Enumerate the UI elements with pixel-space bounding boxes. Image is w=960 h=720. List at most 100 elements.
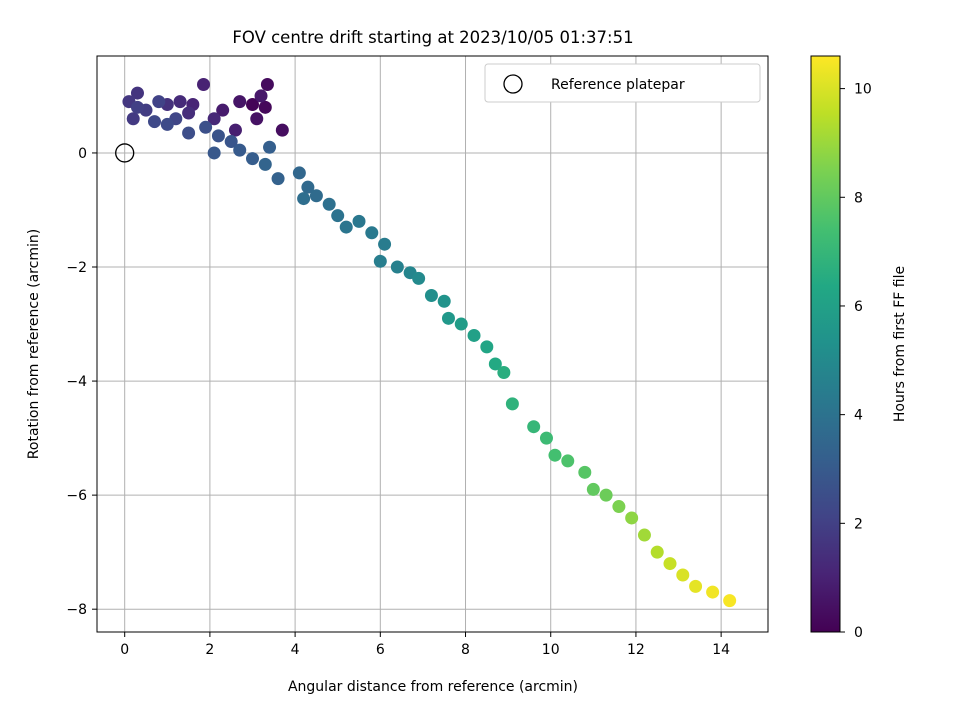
x-tick-label: 2 [205, 642, 214, 658]
data-point [207, 146, 221, 160]
data-point [297, 192, 311, 206]
data-point [301, 180, 315, 194]
data-point [689, 579, 703, 593]
data-point [548, 448, 562, 462]
y-tick-label: −2 [66, 260, 87, 276]
data-point [497, 366, 511, 380]
data-point [599, 488, 613, 502]
data-point [199, 120, 213, 134]
data-point [292, 166, 306, 180]
data-point [637, 528, 651, 542]
data-point [126, 112, 140, 126]
data-point [233, 143, 247, 157]
legend-marker-icon [503, 74, 523, 94]
data-point [216, 103, 230, 117]
data-point [676, 568, 690, 582]
data-point [309, 189, 323, 203]
plot-area [97, 56, 768, 632]
reference-point-marker [115, 143, 135, 163]
x-axis-ticks: 0 2 4 6 8 10 12 14 [120, 632, 730, 658]
data-point [246, 97, 260, 111]
colorbar-tick-label: 8 [854, 190, 863, 206]
colorbar-tick-label: 2 [854, 516, 863, 532]
y-tick-label: 0 [78, 146, 87, 162]
data-point [224, 135, 238, 149]
data-point [152, 95, 166, 109]
data-point [663, 557, 677, 571]
legend: Reference platepar [484, 63, 761, 103]
colorbar-tick-label: 10 [854, 82, 872, 98]
data-point [612, 500, 626, 514]
data-point [373, 254, 387, 268]
data-point [258, 100, 272, 114]
data-point [706, 585, 720, 599]
data-point [254, 89, 268, 103]
data-point [424, 289, 438, 303]
data-point [441, 311, 455, 325]
data-point [130, 86, 144, 100]
data-point [130, 100, 144, 114]
data-point [322, 197, 336, 211]
y-tick-label: −8 [66, 602, 87, 618]
x-axis-label: Angular distance from reference (arcmin) [288, 679, 578, 695]
data-point [339, 220, 353, 234]
data-point [258, 157, 272, 171]
y-axis-label: Rotation from reference (arcmin) [26, 229, 42, 459]
data-point [207, 112, 221, 126]
data-point [539, 431, 553, 445]
data-point [352, 214, 366, 228]
data-point [365, 226, 379, 240]
data-point [246, 152, 260, 166]
data-point [233, 95, 247, 109]
data-point [160, 117, 174, 131]
data-point [250, 112, 264, 126]
colorbar-ticks: 0 2 4 6 8 10 [840, 82, 872, 641]
data-point [723, 594, 737, 608]
colorbar-tick-label: 0 [854, 625, 863, 641]
legend-entry-reference-platepar: Reference platepar [551, 77, 685, 93]
data-point [505, 397, 519, 411]
data-point [263, 140, 277, 154]
data-point [650, 545, 664, 559]
data-point [488, 357, 502, 371]
data-point [173, 95, 187, 109]
colorbar-label: Hours from first FF file [892, 266, 908, 422]
data-point [182, 126, 196, 140]
data-point [390, 260, 404, 274]
x-tick-label: 8 [461, 642, 470, 658]
data-point [228, 123, 242, 137]
colorbar-tick-label: 4 [854, 408, 863, 424]
y-tick-label: −4 [66, 374, 87, 390]
x-tick-label: 14 [712, 642, 730, 658]
data-point [561, 454, 575, 468]
data-point [148, 115, 162, 129]
data-point [271, 172, 285, 186]
data-point [211, 129, 225, 143]
data-point [527, 420, 541, 434]
x-tick-label: 6 [376, 642, 385, 658]
data-point [467, 328, 481, 342]
data-point [275, 123, 289, 137]
data-point [412, 271, 426, 285]
data-point [625, 511, 639, 525]
x-tick-label: 0 [120, 642, 129, 658]
plot-frame [96, 55, 769, 633]
data-point [437, 294, 451, 308]
y-tick-label: −6 [66, 488, 87, 504]
data-point [182, 106, 196, 120]
data-point [260, 78, 274, 92]
colorbar-gradient [810, 55, 841, 633]
data-point [586, 482, 600, 496]
data-point [454, 317, 468, 331]
data-points [122, 78, 737, 608]
y-axis-ticks: 0 −2 −4 −6 −8 [66, 146, 97, 618]
legend-box [484, 63, 761, 103]
colorbar: 0 2 4 6 8 10 Hours from first FF file [810, 55, 908, 641]
x-tick-label: 4 [291, 642, 300, 658]
x-tick-label: 12 [627, 642, 645, 658]
colorbar-tick-label: 6 [854, 299, 863, 315]
data-point [197, 78, 211, 92]
chart-title: FOV centre drift starting at 2023/10/05 … [232, 28, 633, 47]
grid-lines [97, 56, 768, 632]
